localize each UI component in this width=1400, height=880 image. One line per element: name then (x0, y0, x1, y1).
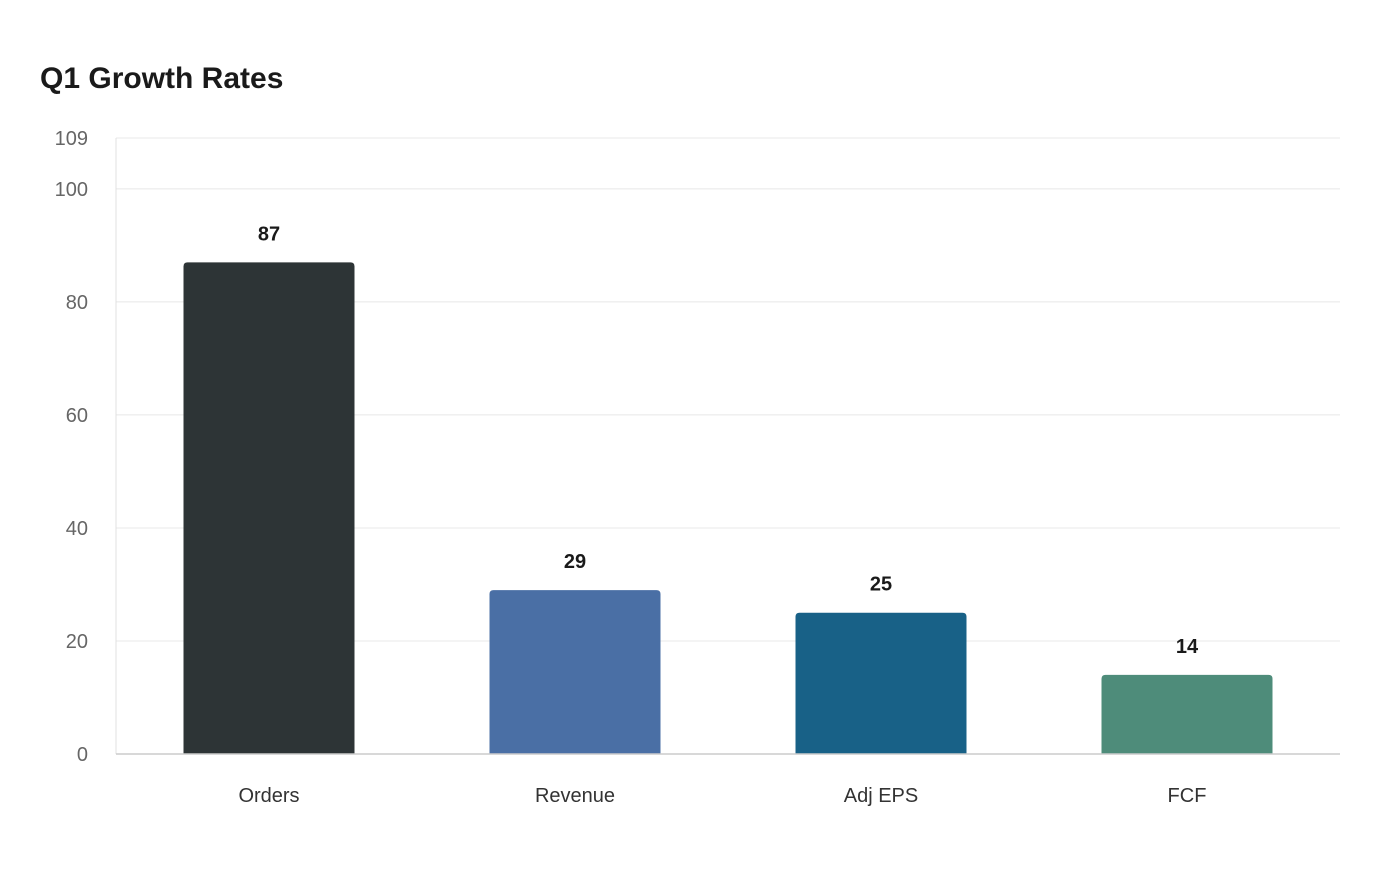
y-tick-label: 109 (55, 128, 88, 150)
value-label: 14 (1176, 636, 1199, 658)
x-tick-label: FCF (1168, 785, 1207, 807)
value-label: 29 (564, 551, 586, 573)
y-tick-label: 80 (66, 292, 88, 314)
y-tick-label: 100 (55, 179, 88, 201)
x-tick-label: Orders (238, 785, 299, 807)
value-label: 87 (258, 223, 280, 245)
bar-adj-eps (795, 612, 967, 754)
y-tick-label: 20 (66, 631, 88, 653)
chart-title: Q1 Growth Rates (40, 62, 284, 95)
y-tick-label: 60 (66, 405, 88, 427)
y-tick-label: 40 (66, 518, 88, 540)
y-tick-label: 0 (77, 744, 88, 766)
bar-fcf (1101, 674, 1273, 754)
bar-orders (183, 262, 355, 754)
x-tick-label: Revenue (535, 785, 615, 807)
value-label: 25 (870, 574, 892, 596)
x-tick-label: Adj EPS (844, 785, 918, 807)
bar-revenue (489, 590, 661, 754)
